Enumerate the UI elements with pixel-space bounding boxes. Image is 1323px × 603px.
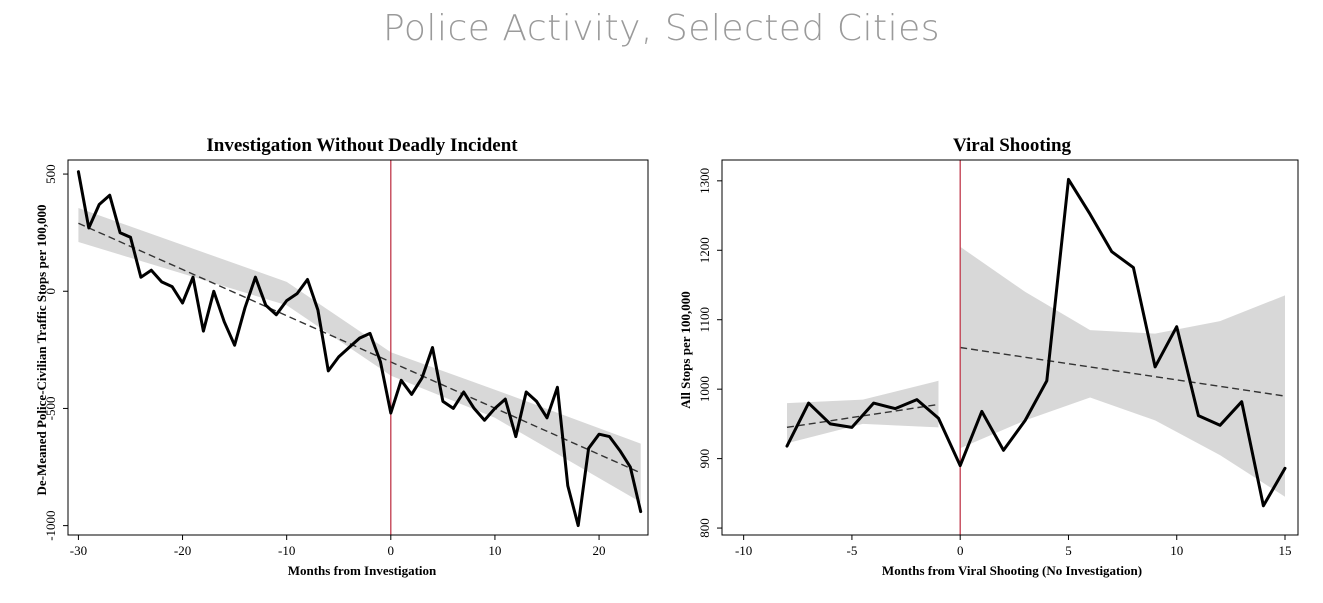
left-y-axis-label: De-Meaned Police-Civilian Traffic Stops … [34,204,49,495]
left-plot-frame [67,159,649,536]
left-y-tick-label: -500 [43,397,58,421]
left-x-tick-label: 20 [593,543,606,558]
right-plot-frame [721,159,1299,536]
left-y-tick-label: 0 [43,288,58,295]
left-y-tick-label: 500 [43,164,58,184]
right-panel: Viral Shooting Months from Viral Shootin… [678,135,1299,578]
left-x-tick-label: -20 [174,543,191,558]
right-x-tick-label: 0 [957,543,964,558]
right-x-tick-label: -5 [847,543,858,558]
right-series-line-0 [785,177,1287,508]
page-title: Police Activity, Selected Cities [382,8,941,49]
right-y-axis-label: All Stops per 100,000 [678,291,693,409]
left-x-tick-label: 10 [488,543,501,558]
right-x-tick-label: 10 [1170,543,1183,558]
right-y-tick-label: 800 [697,518,712,538]
right-y-tick-label: 1200 [697,237,712,263]
left-x-tick-label: -30 [70,543,87,558]
left-x-tick-label: -10 [278,543,295,558]
right-confidence-band-0 [787,380,939,444]
right-trend-line-0 [786,403,939,429]
right-y-tick-label: 1300 [697,168,712,194]
right-x-tick-label: 15 [1279,543,1292,558]
right-confidence-band-1 [960,246,1285,497]
right-y-tick-label: 1000 [697,376,712,402]
right-y-tick-label: 900 [697,449,712,469]
right-x-axis-label: Months from Viral Shooting (No Investiga… [882,563,1142,578]
right-y-tick-label: 1100 [697,307,712,333]
left-panel-title: Investigation Without Deadly Incident [206,135,518,156]
left-panel: Investigation Without Deadly Incident Mo… [34,135,649,578]
right-x-tick-label: -10 [735,543,752,558]
right-panel-title: Viral Shooting [953,135,1072,156]
left-series-line-0 [76,170,643,528]
left-trend-line-0 [78,222,641,474]
left-x-axis-label: Months from Investigation [288,563,437,578]
right-x-tick-label: 5 [1065,543,1072,558]
left-x-tick-label: 0 [388,543,395,558]
left-confidence-band-0 [78,208,641,503]
left-y-tick-label: -1000 [43,510,58,540]
